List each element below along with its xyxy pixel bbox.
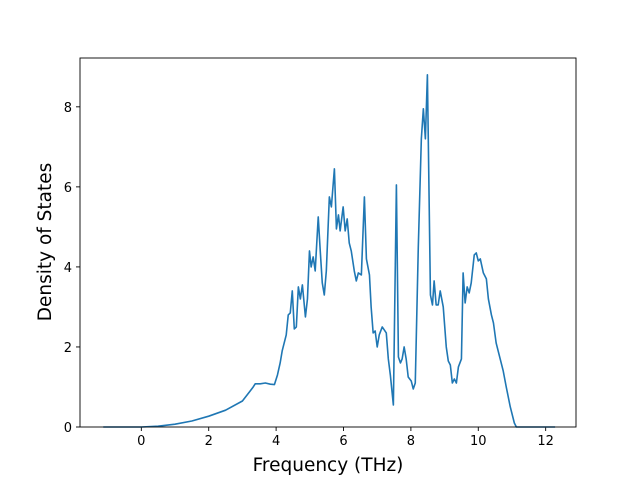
x-tick-label: 0 xyxy=(137,434,145,449)
x-axis-label: Frequency (THz) xyxy=(253,455,404,476)
x-tick-label: 8 xyxy=(407,434,415,449)
y-tick-label: 8 xyxy=(64,101,72,116)
x-tick-label: 6 xyxy=(339,434,347,449)
y-tick-label: 4 xyxy=(64,261,72,276)
y-tick-label: 6 xyxy=(64,181,72,196)
y-tick-label: 2 xyxy=(64,341,72,356)
y-axis-label: Density of States xyxy=(35,163,56,322)
y-tick-label: 0 xyxy=(64,421,72,436)
line xyxy=(103,74,556,428)
plot-frame xyxy=(79,57,577,428)
x-tick-label: 2 xyxy=(205,434,213,449)
x-tick-label: 12 xyxy=(537,434,554,449)
x-tick-label: 4 xyxy=(272,434,280,449)
x-tick-label: 10 xyxy=(470,434,487,449)
